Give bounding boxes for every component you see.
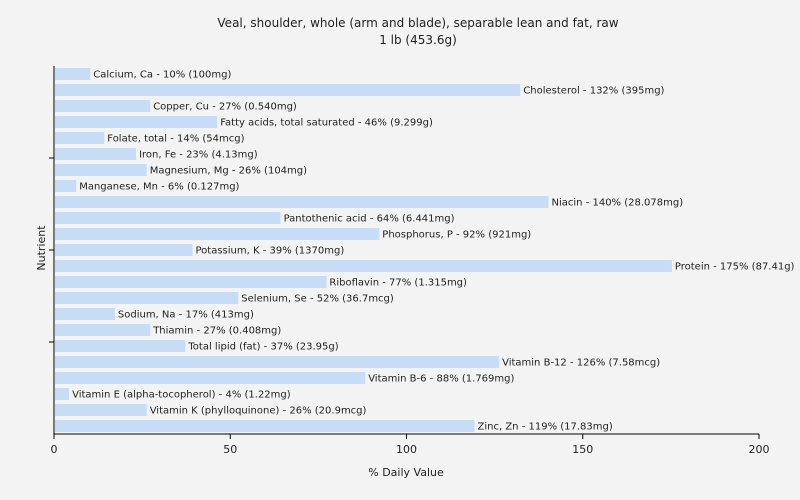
bar-1 [55,84,521,96]
bar-7 [55,180,77,192]
bar-label-6: Magnesium, Mg - 26% (104mg) [150,166,307,177]
bar-3 [55,116,218,128]
bar-label-9: Pantothenic acid - 64% (6.441mg) [284,214,455,225]
bar-label-8: Niacin - 140% (28.078mg) [552,198,684,209]
bar-12 [55,260,672,272]
bar-label-1: Cholesterol - 132% (395mg) [523,86,664,97]
bar-10 [55,228,380,240]
bar-label-3: Fatty acids, total saturated - 46% (9.29… [220,118,433,129]
bar-8 [55,196,549,208]
bars-group: Calcium, Ca - 10% (100mg) Cholesterol - 1… [55,68,795,433]
bar-label-7: Manganese, Mn - 6% (0.127mg) [79,182,239,193]
x-tick-label-2: 100 [396,443,417,456]
bar-label-2: Copper, Cu - 27% (0.540mg) [153,102,297,113]
bar-label-13: Riboflavin - 77% (1.315mg) [329,278,467,289]
bar-label-11: Potassium, K - 39% (1370mg) [196,246,345,257]
bar-label-17: Total lipid (fat) - 37% (23.95g) [187,342,338,353]
bar-18 [55,356,500,368]
bar-17 [55,340,186,352]
bar-label-18: Vitamin B-12 - 126% (7.58mcg) [502,358,660,369]
bar-6 [55,164,147,176]
bar-4 [55,132,105,144]
bar-label-10: Phosphorus, P - 92% (921mg) [382,230,531,241]
y-axis-title: Nutrient [35,225,48,271]
bar-15 [55,308,115,320]
chart-title: Veal, shoulder, whole (arm and blade), s… [217,16,618,30]
bar-label-15: Sodium, Na - 17% (413mg) [118,310,254,321]
bar-label-21: Vitamin K (phylloquinone) - 26% (20.9mcg… [150,406,367,417]
bar-14 [55,292,239,304]
bar-label-19: Vitamin B-6 - 88% (1.769mg) [368,374,514,385]
bar-20 [55,388,70,400]
bar-2 [55,100,151,112]
x-tick-label-1: 50 [223,443,237,456]
bar-label-14: Selenium, Se - 52% (36.7mcg) [241,294,394,305]
bar-label-4: Folate, total - 14% (54mcg) [107,134,244,145]
y-axis-ticks [49,157,54,343]
x-axis-ticks: 0 50 100 150 200 [51,434,770,456]
bar-label-12: Protein - 175% (87.41g) [675,262,795,273]
chart-subtitle: 1 lb (453.6g) [379,33,457,47]
bar-0 [55,68,91,80]
bar-label-5: Iron, Fe - 23% (4.13mg) [139,150,258,161]
bar-13 [55,276,327,288]
bar-21 [55,404,147,416]
x-tick-label-0: 0 [51,443,58,456]
bar-label-16: Thiamin - 27% (0.408mg) [152,326,281,337]
bar-5 [55,148,137,160]
x-axis-title: % Daily Value [368,466,444,479]
bar-22 [55,420,475,432]
bar-19 [55,372,366,384]
bar-label-22: Zinc, Zn - 119% (17.83mg) [478,422,613,433]
bar-9 [55,212,281,224]
x-tick-label-3: 150 [572,443,593,456]
bar-label-20: Vitamin E (alpha-tocopherol) - 4% (1.22m… [72,390,291,401]
bar-11 [55,244,193,256]
x-tick-label-4: 200 [749,443,770,456]
bar-16 [55,324,151,336]
bar-label-0: Calcium, Ca - 10% (100mg) [93,70,231,81]
